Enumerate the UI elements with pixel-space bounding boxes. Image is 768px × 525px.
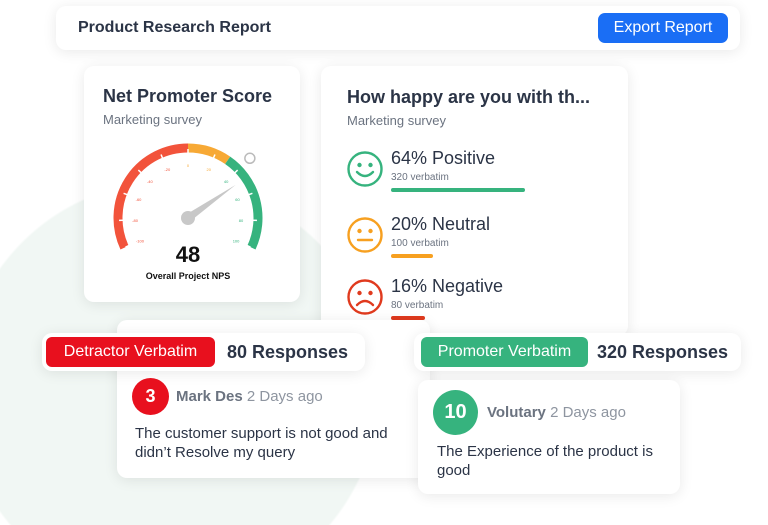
gauge-tick (234, 169, 239, 174)
page-title: Product Research Report (78, 19, 271, 36)
detractor-responses: 80 Responses (227, 342, 349, 362)
sentiment-bar (391, 316, 425, 320)
sentiment-bar (391, 254, 433, 258)
gauge-tick-label: 60 (235, 197, 240, 202)
gauge-tick (123, 192, 128, 196)
detractor-verbatim-pill[interactable]: Detractor Verbatim (46, 337, 215, 367)
location-pin-icon (244, 152, 256, 165)
gauge-tick-label: 20 (206, 167, 211, 172)
sentiment-bar (391, 188, 526, 192)
comment-time: 2 Days ago (246, 388, 323, 405)
gauge-tick (246, 244, 251, 248)
promoter-count-badge: 10 (433, 390, 478, 435)
gauge-tick (212, 154, 216, 159)
nps-subtitle: Marketing survey (103, 112, 202, 127)
gauge-tick-label: -80 (132, 218, 139, 223)
comment-time: 2 Days ago (550, 404, 626, 421)
sentiment-verbatim-count: 100 verbatim (391, 238, 449, 249)
gauge-segment (187, 143, 231, 165)
gauge-segment (225, 156, 263, 250)
gauge-tick-label: -40 (147, 179, 154, 184)
export-report-button[interactable]: Export Report (598, 13, 728, 43)
gauge-tick-label: -60 (136, 197, 143, 202)
sentiment-verbatim-count: 80 verbatim (391, 300, 444, 311)
promoter-author: Volutary 2 Days ago (487, 404, 626, 421)
gauge-tick-label: 80 (239, 218, 244, 223)
gauge-segment (113, 143, 189, 250)
promoter-responses: 320 Responses (597, 342, 729, 362)
gauge-tick-label: 40 (224, 179, 229, 184)
sentiment-verbatim-count: 320 verbatim (391, 172, 449, 183)
nps-score: 48 (175, 242, 201, 267)
gauge-tick-label: -100 (136, 238, 145, 243)
nps-caption: Overall Project NPS (145, 271, 231, 281)
sentiment-label: 16% Negative (391, 276, 504, 296)
gauge-tick (160, 154, 164, 159)
author-name: Volutary (487, 404, 546, 421)
promoter-verbatim-pill[interactable]: Promoter Verbatim (421, 337, 588, 367)
sentiment-subtitle: Marketing survey (347, 113, 446, 128)
gauge-tick-label: 0 (187, 163, 190, 168)
sad-face-icon (347, 279, 383, 315)
nps-card: Net Promoter Score Marketing survey -100… (84, 66, 300, 302)
detractor-count-badge: 3 (132, 378, 169, 415)
neutral-face-icon (347, 217, 383, 253)
gauge-tick (137, 169, 142, 174)
gauge-needle-hub (181, 211, 195, 225)
gauge-tick-label: 100 (233, 238, 240, 243)
detractor-comment-text: The customer support is not good and did… (135, 425, 388, 461)
gauge-needle (185, 184, 236, 222)
sentiment-card: How happy are you with th... Marketing s… (321, 66, 628, 336)
gauge-tick (248, 192, 253, 196)
sentiment-label: 20% Neutral (391, 214, 491, 234)
author-name: Mark Des (176, 388, 243, 405)
smile-face-icon (347, 151, 383, 187)
sentiment-label: 64% Positive (391, 148, 496, 168)
detractor-author: Mark Des 2 Days ago (176, 388, 323, 405)
sentiment-title: How happy are you with th... (347, 87, 591, 107)
gauge-tick-label: -20 (164, 167, 171, 172)
gauge-tick (125, 244, 130, 248)
nps-title: Net Promoter Score (103, 86, 273, 106)
promoter-comment-text: The Experience of the product is good (437, 443, 653, 479)
nps-gauge: -100 -80 -60 -40 -20 0 20 40 60 80 100 (113, 143, 263, 250)
